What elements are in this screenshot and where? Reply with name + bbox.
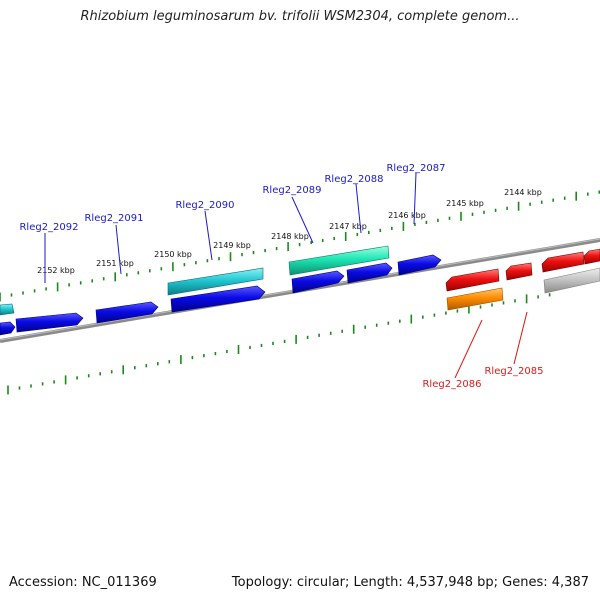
gene-arrow-rleg2-2090[interactable] <box>170 285 266 313</box>
gene-label-rleg2-2085[interactable]: Rleg2_2085 <box>484 366 543 377</box>
forward-strand-genes <box>0 245 442 336</box>
kbp-label: 2148 kbp <box>271 232 309 241</box>
gene-arrow-rleg2-2088b[interactable] <box>346 262 393 284</box>
kbp-label: 2145 kbp <box>446 199 484 208</box>
gene-arrow-rleg2-2088[interactable] <box>288 245 390 276</box>
gene-label-rleg2-2092[interactable]: Rleg2_2092 <box>19 222 78 233</box>
gene-arrow-rleg2-2090-upper[interactable] <box>167 267 264 296</box>
gene-arrow-rleg2-2086[interactable] <box>445 268 500 292</box>
gene-label-rleg2-2086[interactable]: Rleg2_2086 <box>422 379 481 390</box>
kbp-label: 2147 kbp <box>329 222 367 231</box>
gene-arrow[interactable] <box>541 251 585 273</box>
kbp-label: 2150 kbp <box>154 250 192 259</box>
gene-label-rleg2-2089[interactable]: Rleg2_2089 <box>262 185 321 196</box>
gene-label-rleg2-2087[interactable]: Rleg2_2087 <box>386 163 445 174</box>
reverse-strand-genes <box>445 248 600 311</box>
kbp-label: 2144 kbp <box>504 188 542 197</box>
gene-arrow-rleg2-2089[interactable] <box>291 270 345 294</box>
gene-label-rleg2-2088[interactable]: Rleg2_2088 <box>324 174 383 185</box>
map-title: Rhizobium leguminosarum bv. trifolii WSM… <box>80 9 520 24</box>
kbp-label: 2152 kbp <box>37 266 75 275</box>
gene-arrow-rleg2-2086-orange[interactable] <box>446 287 504 311</box>
gene-arrow[interactable] <box>543 267 600 294</box>
gene-label-rleg2-2091[interactable]: Rleg2_2091 <box>84 213 143 224</box>
kbp-label: 2149 kbp <box>213 241 251 250</box>
accession-label: Accession: NC_011369 <box>9 575 157 590</box>
gene-arrow-rleg2-2087[interactable] <box>397 254 442 276</box>
kbp-label: 2146 kbp <box>388 211 426 220</box>
gene-label-rleg2-2090[interactable]: Rleg2_2090 <box>175 200 234 211</box>
gene-arrow[interactable] <box>0 321 16 336</box>
gene-arrow-rleg2-2085[interactable] <box>505 262 533 281</box>
genome-summary: Topology: circular; Length: 4,537,948 bp… <box>231 575 589 590</box>
tick-marks <box>0 190 600 395</box>
kbp-label: 2151 kbp <box>96 259 134 268</box>
gene-label-leaders <box>44 172 528 379</box>
gene-arrow-rleg2-2091[interactable] <box>95 301 159 324</box>
gene-arrow[interactable] <box>0 303 15 316</box>
gene-arrow-rleg2-2092[interactable] <box>15 312 84 333</box>
gene-arrow[interactable] <box>583 248 600 265</box>
